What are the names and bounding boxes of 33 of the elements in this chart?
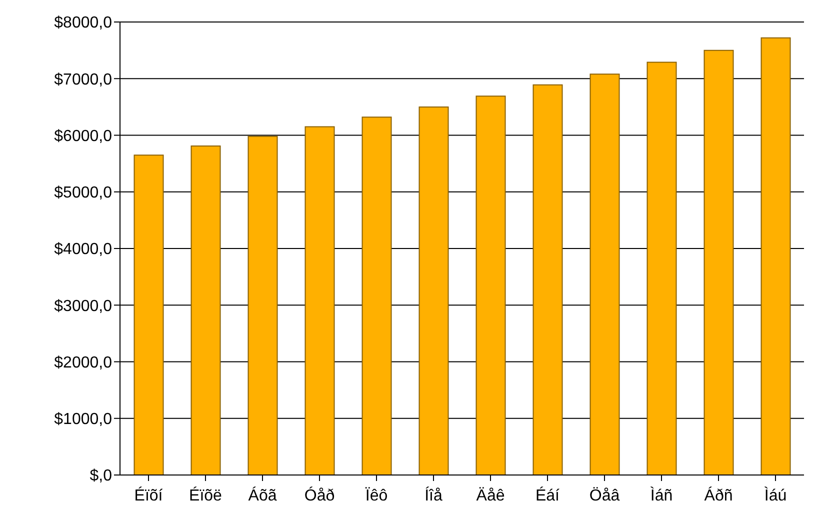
x-tick-label: Äåê <box>476 486 505 504</box>
bar <box>418 106 449 475</box>
y-tick-label: $2000,0 <box>54 354 112 372</box>
y-tick-label: $1000,0 <box>54 411 112 428</box>
x-tick-label: Éïõí <box>134 486 164 504</box>
x-tick-label: Ìáú <box>764 486 787 504</box>
x-tick-label: Áõã <box>248 486 277 504</box>
x-tick-label: Áðñ <box>704 486 733 504</box>
y-tick-label: $6000,0 <box>54 128 112 145</box>
bar <box>362 116 392 475</box>
bar <box>134 154 164 475</box>
bar <box>590 74 620 475</box>
x-tick-label: Éïõë <box>189 486 222 504</box>
x-tick-label: Óåð <box>304 486 335 504</box>
x-tick-label: Öåâ <box>589 486 620 504</box>
bar <box>476 96 506 475</box>
bar <box>532 84 563 475</box>
y-tick-label: $,0 <box>90 468 112 485</box>
x-tick-label: Íîå <box>424 486 442 504</box>
y-tick-label: $3000,0 <box>54 298 112 315</box>
bar <box>760 37 791 475</box>
bar <box>304 126 335 475</box>
y-tick-label: $5000,0 <box>54 184 112 202</box>
y-tick-label: $7000,0 <box>54 71 112 88</box>
x-tick-label: Éáí <box>535 486 560 504</box>
bar <box>646 62 677 475</box>
x-tick-label: Ìáñ <box>650 486 673 504</box>
x-tick-label: Ïêô <box>365 486 388 504</box>
bar <box>704 50 734 475</box>
y-tick-label: $8000,0 <box>54 14 112 32</box>
y-tick-label: $4000,0 <box>54 241 112 258</box>
bar <box>248 136 278 475</box>
bar <box>190 146 221 475</box>
